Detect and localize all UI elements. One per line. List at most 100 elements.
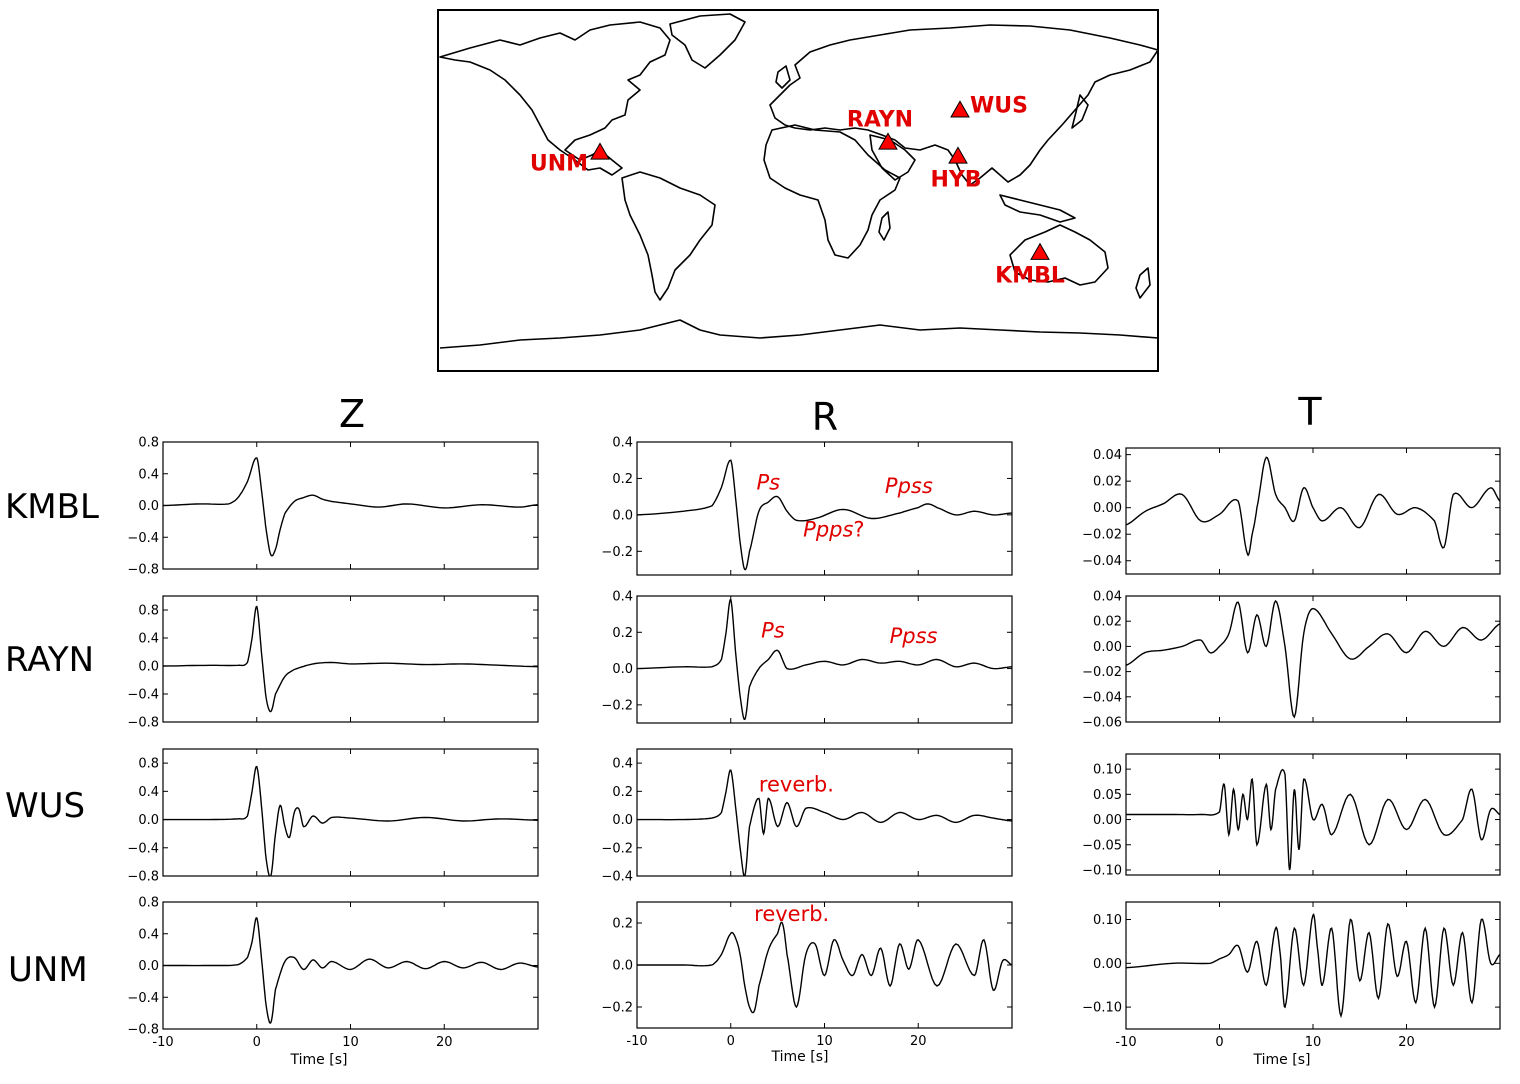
phase-annotation: reverb. (754, 902, 829, 926)
xtick-label: 0 (253, 1035, 261, 1050)
ytick-label: 0.0 (138, 813, 159, 828)
xtick-label: -10 (626, 1034, 647, 1049)
ytick-label: 0.0 (612, 813, 633, 828)
ytick-label: 0.4 (612, 436, 633, 451)
axes-frame (1125, 595, 1501, 723)
station-marker-wus (950, 100, 970, 118)
panel-r-kmbl: 0.4 0.2 0.0 −0.2 Ps Ppss Ppps? (601, 436, 1013, 576)
station-marker-rayn (878, 132, 898, 150)
panel-t-kmbl: 0.04 0.02 0.00 −0.02 −0.04 (1082, 447, 1501, 575)
ytick-label: 0.8 (138, 757, 159, 772)
panel-r-rayn: 0.4 0.2 0.0 −0.2 Ps Ppss (601, 590, 1013, 724)
phase-annotation: Ppss (885, 474, 933, 498)
phase-annotation-suffix: ? (853, 518, 864, 542)
ytick-label: 0.4 (612, 590, 633, 605)
ytick-label: 0.00 (1093, 813, 1122, 828)
row-label-wus: WUS (5, 786, 85, 826)
ytick-label: 0.2 (612, 917, 633, 932)
ytick-label: −0.8 (127, 1023, 159, 1038)
ytick-label: −0.05 (1082, 838, 1122, 853)
panel-t-unm: 0.10 0.00 −0.10 -10 0 10 20 (1082, 901, 1501, 1050)
coast-antarctica (439, 319, 1159, 349)
axes-frame (636, 595, 1013, 724)
ytick-label: −0.4 (601, 870, 633, 885)
world-map: WUS RAYN HYB UNM KMBL (437, 9, 1159, 372)
ytick-label: 0.4 (138, 785, 159, 800)
coast-indonesia (999, 194, 1076, 223)
ytick-label: 0.0 (138, 660, 159, 675)
waveform-t-unm (1126, 913, 1500, 1019)
ytick-label: 0.10 (1093, 763, 1122, 778)
station-marker-kmbl (1030, 242, 1050, 260)
waveform-r-unm (637, 921, 1012, 1014)
axes-frame (636, 441, 1013, 576)
coastlines (439, 13, 1159, 349)
phase-annotation-text: Ps (756, 470, 780, 494)
panel-z-unm: 0.8 0.4 0.0 −0.4 −0.8-10 0 10 20 (127, 896, 539, 1050)
ytick-label: −0.8 (127, 870, 159, 885)
ytick-label: 0.0 (612, 662, 633, 677)
station-marker-hyb (948, 146, 968, 164)
waveform-r-wus (637, 769, 1012, 876)
row-label-rayn: RAYN (5, 640, 94, 680)
waveform-r-kmbl (637, 459, 1012, 571)
ytick-label: 0.04 (1093, 590, 1122, 605)
ytick-label: −0.4 (127, 841, 159, 856)
panel-r-unm: 0.2 0.0 −0.2 -10 0 10 20 reverb. (601, 901, 1013, 1049)
xtick-label: 10 (1305, 1035, 1322, 1050)
axes-frame (162, 441, 539, 570)
ytick-label: −0.02 (1082, 528, 1122, 543)
ytick-label: −0.4 (127, 991, 159, 1006)
xlabel-t: Time [s] (1253, 1052, 1311, 1068)
phase-annotation: Ppss (890, 624, 938, 648)
ytick-label: 0.8 (138, 604, 159, 619)
column-title-z: Z (339, 392, 365, 436)
panel-t-wus: 0.10 0.05 0.00 −0.05 −0.10 (1082, 753, 1501, 878)
axes-frame (162, 595, 539, 723)
xtick-label: 20 (910, 1034, 927, 1049)
axes-frame (1125, 901, 1501, 1030)
coast-madagascar (878, 211, 891, 241)
row-label-kmbl: KMBL (5, 487, 99, 527)
waveform-t-rayn (1126, 599, 1500, 719)
xtick-label: 10 (816, 1034, 833, 1049)
panel-z-kmbl: 0.8 0.4 0.0 −0.4 −0.8 (127, 436, 539, 578)
station-marker-unm (590, 142, 610, 160)
row-label-unm: UNM (8, 950, 88, 990)
ytick-label: 0.4 (138, 467, 159, 482)
coast-japan (1071, 94, 1089, 129)
phase-annotation: Ppps? (803, 518, 864, 542)
ytick-label: −0.2 (601, 698, 633, 713)
ytick-label: −0.02 (1082, 665, 1122, 680)
coast-africa (763, 124, 901, 259)
ytick-label: 0.0 (138, 499, 159, 514)
ytick-label: 0.02 (1093, 615, 1122, 630)
xlabel-r: Time [s] (771, 1049, 829, 1065)
column-title-t: T (1297, 390, 1322, 434)
ytick-label: −0.4 (127, 531, 159, 546)
waveform-t-kmbl (1126, 456, 1500, 557)
ytick-label: −0.06 (1082, 716, 1122, 731)
ytick-label: 0.8 (138, 436, 159, 451)
station-markers: WUS RAYN HYB UNM KMBL (530, 93, 1065, 288)
ytick-label: −0.10 (1082, 1001, 1122, 1016)
axes-frame (162, 748, 539, 877)
ytick-label: 0.2 (612, 472, 633, 487)
phase-annotation: Ps (756, 470, 780, 494)
ytick-label: 0.0 (612, 959, 633, 974)
xtick-label: 10 (342, 1035, 359, 1050)
ytick-label: 0.0 (138, 959, 159, 974)
ytick-label: 0.4 (138, 632, 159, 647)
coast-greenland (669, 13, 746, 69)
axes-frame (1125, 447, 1501, 575)
ytick-label: 0.4 (138, 927, 159, 942)
station-label-rayn: RAYN (847, 107, 913, 132)
phase-annotation-text: reverb. (754, 902, 829, 926)
ytick-label: −0.8 (127, 563, 159, 578)
station-label-kmbl: KMBL (995, 264, 1065, 289)
xlabel-z: Time [s] (290, 1052, 348, 1068)
panel-r-wus: 0.4 0.2 0.0 −0.2 −0.4 reverb. (601, 748, 1013, 885)
coast-uk (775, 65, 791, 89)
xtick-label: -10 (1115, 1035, 1136, 1050)
waveform-z-rayn (163, 605, 538, 713)
